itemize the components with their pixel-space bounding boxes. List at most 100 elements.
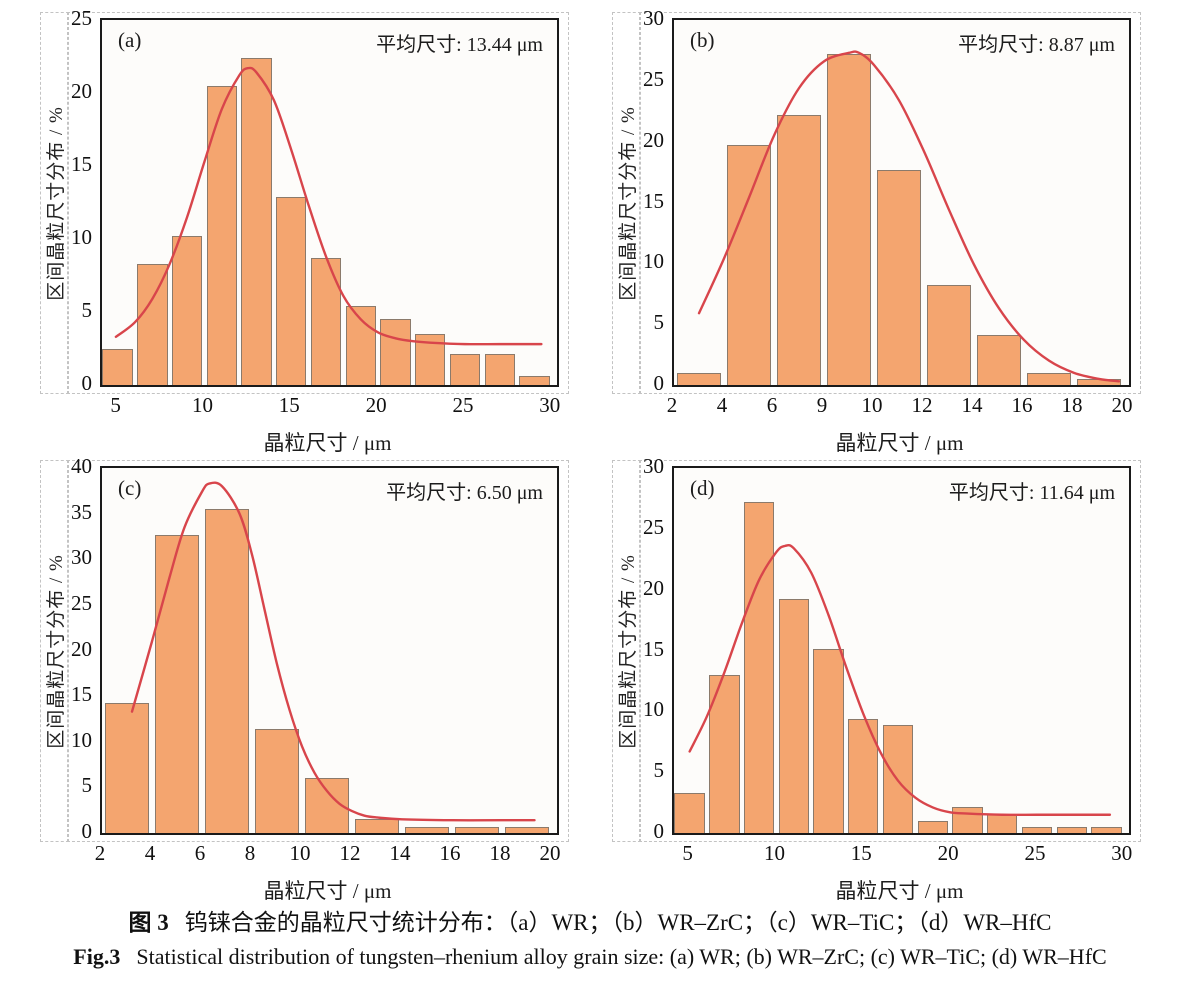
caption-english: Fig.3 Statistical distribution of tungste… [0,944,1180,970]
plot-area: (c) 平均尺寸: 6.50 μm [100,466,559,835]
bar [877,169,921,385]
bar [727,145,771,385]
plot-area: (a) 平均尺寸: 13.44 μm [100,18,559,387]
axes-dashed-box [67,460,569,842]
fit-curve-path [688,543,1112,817]
y-tick: 5 [653,758,665,783]
x-axis-label: 晶粒尺寸 / μm [263,431,392,455]
x-tick: 2 [666,393,678,417]
fit-curve [130,481,536,822]
x-tick: 14 [961,393,983,417]
caption-zh-text: 钨铼合金的晶粒尺寸统计分布：（a）WR；（b）WR–ZrC；（c）WR–TiC；… [184,910,1052,935]
bar [674,792,705,833]
bar [778,599,809,833]
panel-a: 区间晶粒尺寸分布 / % 0 5 10 15 20 25 (a) 平均尺寸: 13.44 … [28,4,573,455]
mean-size-annotation: 平均尺寸: 13.44 μm [376,34,543,56]
y-tick: 0 [653,371,665,395]
x-tick: 18 [1061,393,1083,417]
x-tick: 5 [110,393,121,417]
y-tick: 15 [643,636,664,661]
y-tick: 5 [653,310,665,335]
x-tick: 12 [911,393,933,417]
bar [102,348,133,385]
bar [1091,826,1122,833]
caption-zh-number: 图 3 [128,910,169,935]
y-tick: 0 [81,371,93,395]
bar [449,354,481,385]
bar [743,502,775,833]
bar [205,509,249,833]
y-tick: 25 [643,66,664,91]
panel-d: 区间晶粒尺寸分布 / % 0 5 10 15 20 25 30 (d) 平均尺寸: 11.6… [600,452,1145,903]
axes-dashed-box [639,460,1141,842]
y-tick: 20 [71,79,92,103]
y-tick: 20 [643,575,664,600]
axes-dashed-box [639,12,1141,394]
plot-area: (d) 平均尺寸: 11.64 μm [672,466,1131,835]
bar [927,285,971,385]
y-tick: 0 [81,819,93,843]
bar [455,826,499,833]
x-tick: 14 [389,841,411,865]
histogram-bars [674,20,1129,385]
y-tick: 15 [71,152,92,176]
bar [1027,372,1071,385]
x-tick: 10 [861,393,883,417]
y-axis-label-box: 区间晶粒尺寸分布 / % [40,460,69,842]
y-axis-label-box: 区间晶粒尺寸分布 / % [612,12,641,394]
bar [952,807,983,833]
mean-size-annotation: 平均尺寸: 8.87 μm [958,34,1115,56]
fit-curve-path [114,66,543,346]
y-tick: 0 [653,819,665,843]
y-axis-label-box: 区间晶粒尺寸分布 / % [612,460,641,842]
caption-chinese: 图 3 钨铼合金的晶粒尺寸统计分布：（a）WR；（b）WR–ZrC；（c）WR–T… [0,903,1180,937]
x-tick: 30 [539,393,561,417]
x-tick: 20 [365,393,387,417]
y-tick: 30 [643,454,664,478]
y-tick: 25 [71,590,92,615]
bar [977,335,1021,385]
x-tick: 10 [764,841,785,865]
x-tick: 16 [439,841,461,865]
fit-curve [114,66,543,346]
x-axis-label: 晶粒尺寸 / μm [835,431,964,455]
y-axis-label: 区间晶粒尺寸分布 / % [46,105,68,301]
x-tick: 15 [278,393,300,417]
y-tick: 35 [71,499,92,524]
caption-en-number: Fig.3 [73,944,121,969]
y-tick: 30 [71,545,92,570]
panel-letter: (c) [118,476,142,500]
fit-curve [697,50,1121,383]
plot-area: (b) 平均尺寸: 8.87 μm [672,18,1131,387]
bar [917,820,948,833]
y-tick: 30 [643,6,664,30]
bar [380,319,411,385]
bar [813,649,844,833]
axes-dashed-box [67,12,569,394]
caption-en-text: Statistical distribution of tungsten–rhe… [136,944,1107,969]
figure-caption: 图 3 钨铼合金的晶粒尺寸统计分布：（a）WR；（b）WR–ZrC；（c）WR–T… [0,903,1180,970]
panel-b: 区间晶粒尺寸分布 / % 0 5 10 15 20 25 30 (b) 平均尺寸: 8.87… [600,4,1145,455]
x-tick: 6 [194,841,206,865]
y-tick: 25 [71,6,92,30]
x-tick: 2 [94,841,106,865]
y-tick: 10 [71,727,92,752]
bar [355,819,399,833]
bar [255,729,299,833]
x-tick: 9 [816,393,828,417]
x-tick: 15 [850,841,872,865]
x-tick: 20 [937,841,959,865]
x-tick: 12 [339,841,361,865]
bar [827,54,871,385]
x-tick: 20 [539,841,561,865]
y-tick: 40 [71,454,92,478]
y-tick: 20 [643,127,664,152]
y-tick: 25 [643,514,664,539]
histogram-bars [102,468,557,833]
bar [105,703,149,833]
x-tick: 30 [1111,841,1133,865]
x-tick: 10 [289,841,311,865]
y-tick: 10 [71,225,92,249]
bar [137,263,168,385]
bar [1056,826,1087,833]
